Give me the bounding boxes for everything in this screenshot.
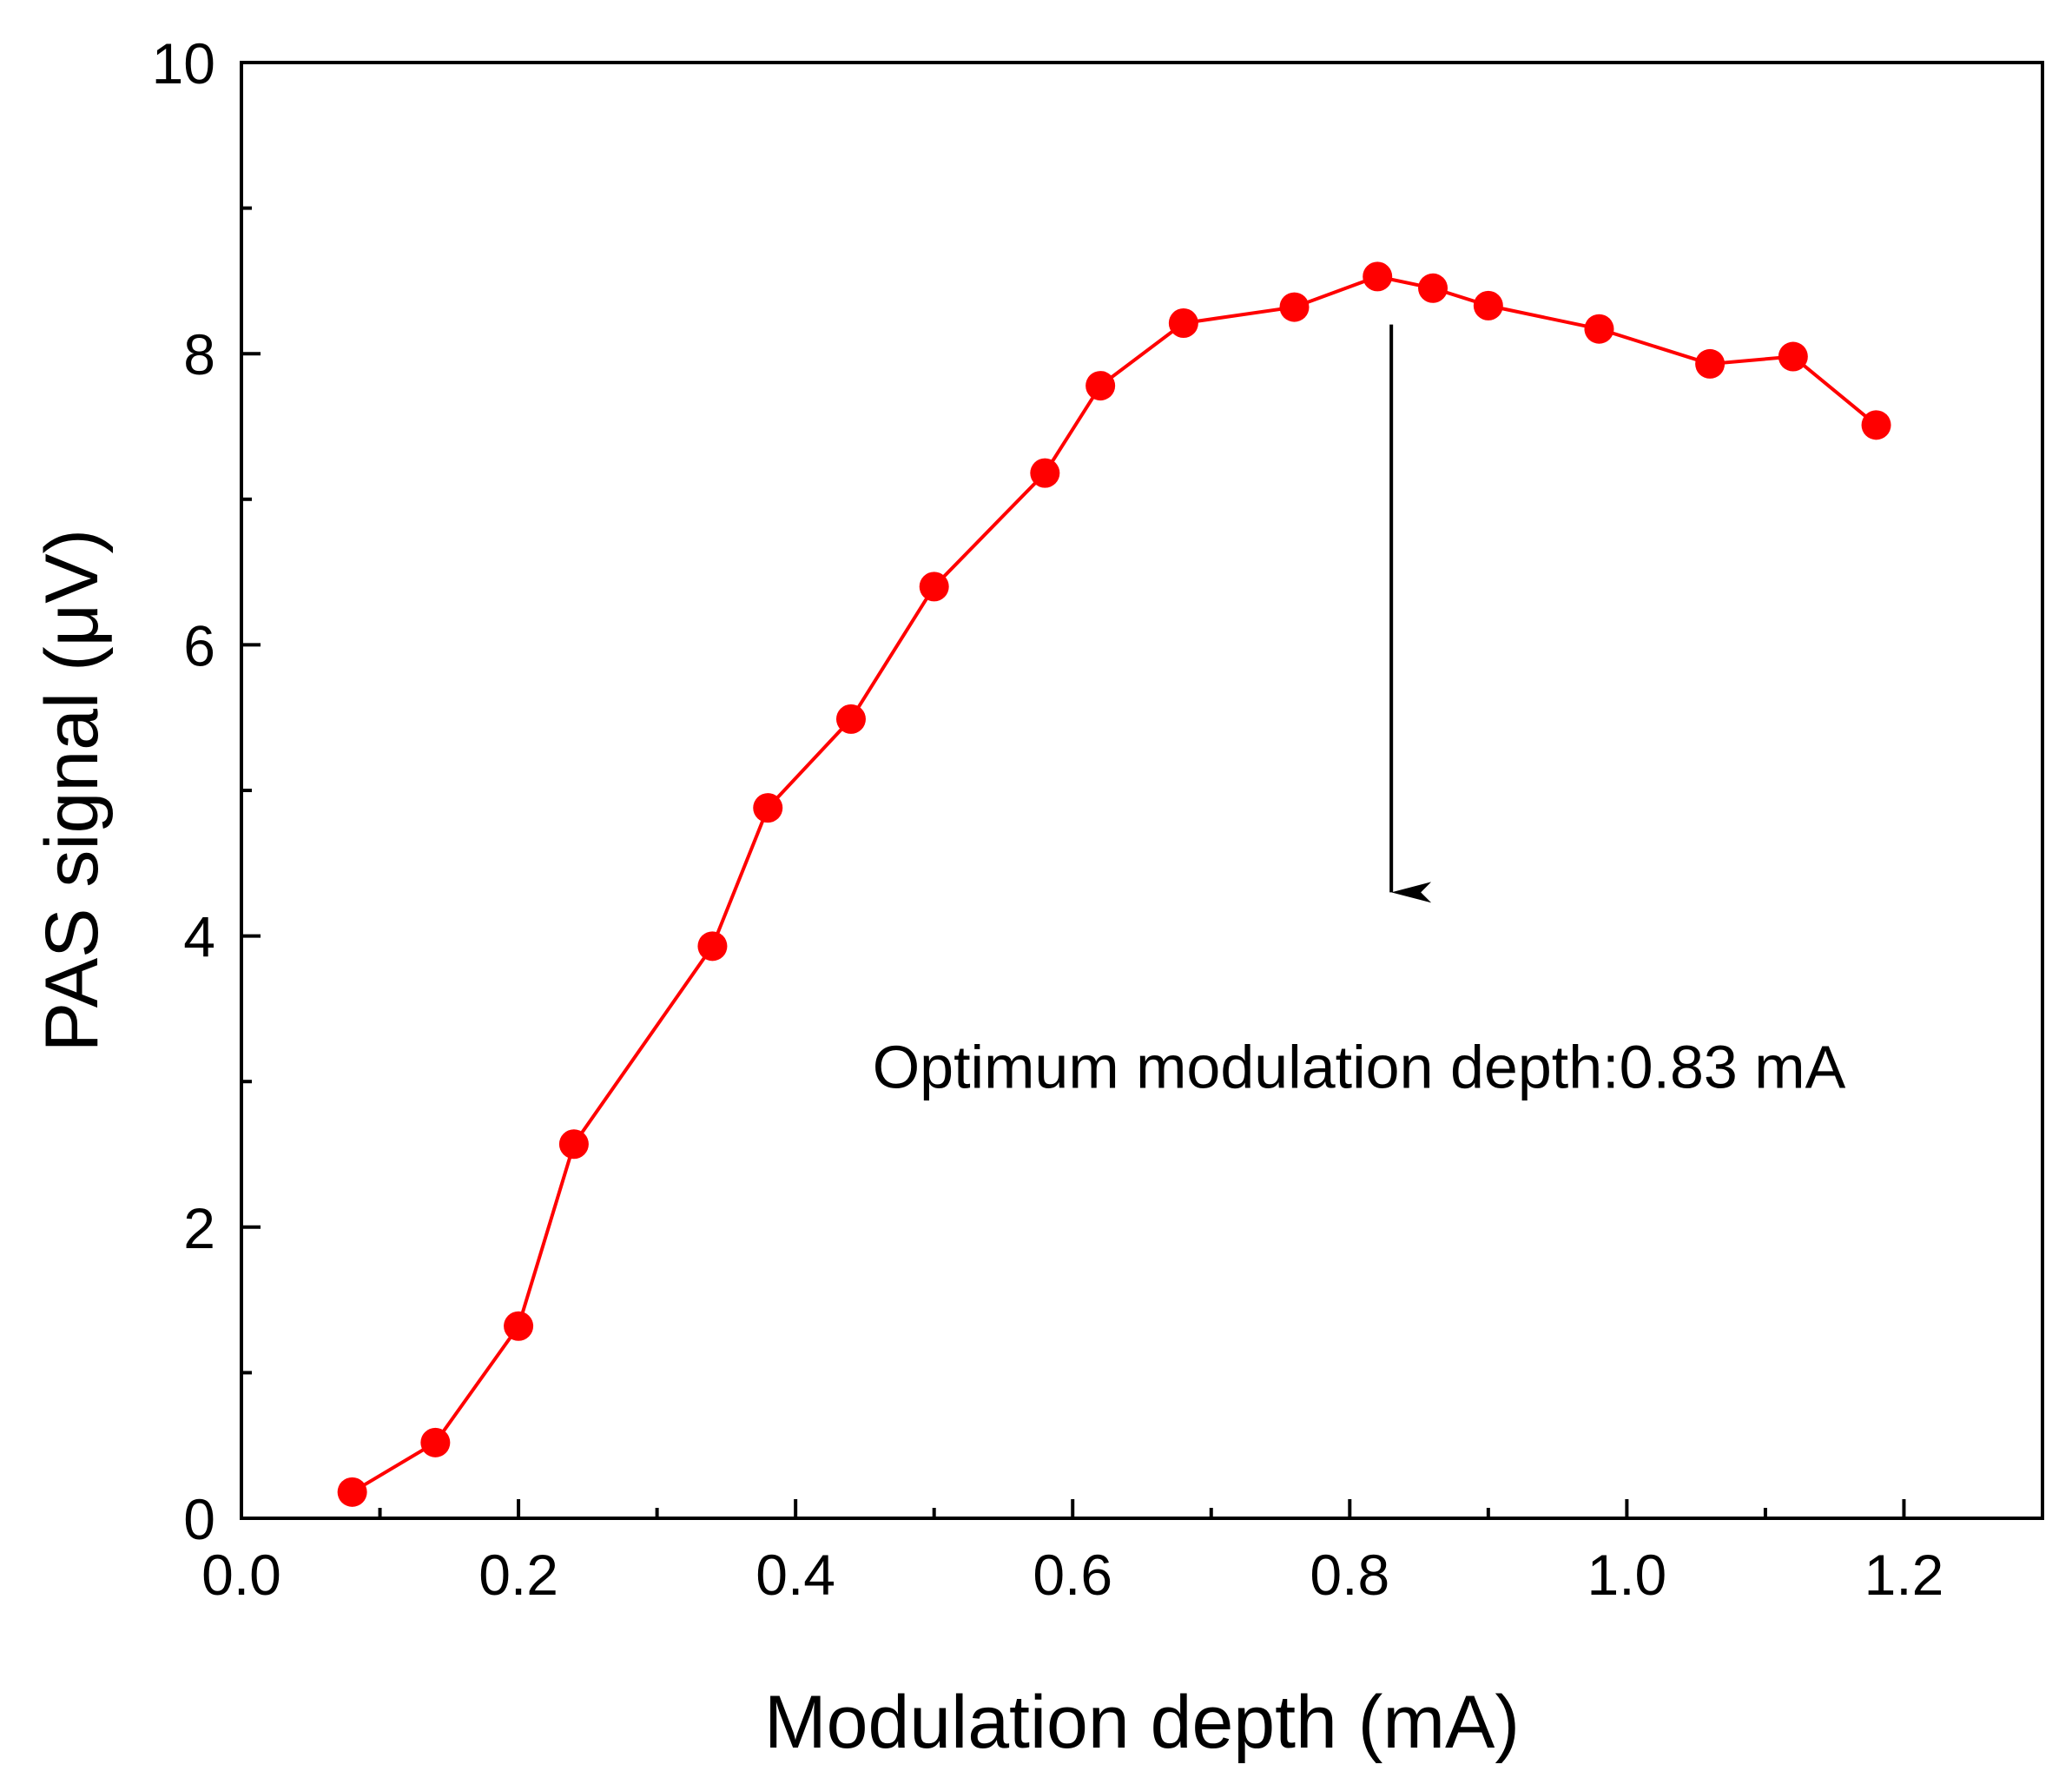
ticks-layer	[240, 61, 2044, 1520]
data-point	[753, 793, 783, 823]
data-point	[1418, 273, 1448, 303]
y-tick-label: 8	[183, 322, 215, 387]
series-layer	[337, 261, 1891, 1507]
data-point	[420, 1427, 451, 1457]
data-point	[558, 1129, 589, 1160]
data-point	[1473, 290, 1503, 321]
plot-frame	[240, 61, 2044, 1520]
data-point	[1030, 458, 1060, 488]
x-tick-label: 0.0	[201, 1543, 281, 1607]
data-point	[504, 1311, 534, 1341]
data-point	[1584, 314, 1614, 344]
series-line	[351, 274, 1877, 1494]
labels-layer: 0.0 0.2 0.4 0.6 0.8 1.0 1.2 0 2 4 6 8 10 Modulation d…	[30, 31, 1943, 1764]
data-point	[835, 704, 866, 734]
axes-layer	[240, 61, 2044, 1520]
data-point	[1363, 261, 1393, 292]
y-tick-label: 2	[183, 1196, 215, 1260]
x-axis-label: Modulation depth (mA)	[764, 1681, 1520, 1764]
annotation-text: Optimum modulation depth:0.83 mA	[873, 1033, 1846, 1100]
data-point	[1085, 371, 1116, 401]
y-axis-label: PAS signal (μV)	[30, 529, 114, 1052]
data-point	[1695, 348, 1726, 379]
y-tick-label: 0	[183, 1487, 215, 1551]
x-tick-label: 1.2	[1864, 1543, 1944, 1607]
x-tick-label: 0.6	[1033, 1543, 1112, 1607]
data-point	[1279, 292, 1310, 322]
y-tick-label: 4	[183, 905, 215, 969]
data-point	[919, 572, 949, 602]
annotation-layer: Optimum modulation depth:0.83 mA	[873, 324, 1846, 1100]
data-point	[1778, 341, 1808, 372]
x-tick-label: 0.8	[1310, 1543, 1389, 1607]
data-point	[1861, 410, 1891, 440]
y-tick-label: 10	[152, 31, 215, 96]
x-tick-label: 0.2	[478, 1543, 558, 1607]
data-point	[337, 1477, 367, 1507]
y-tick-label: 6	[183, 613, 215, 677]
data-point	[697, 931, 728, 962]
data-point	[1168, 308, 1198, 339]
x-tick-label: 0.4	[756, 1543, 835, 1607]
x-tick-label: 1.0	[1587, 1543, 1667, 1607]
